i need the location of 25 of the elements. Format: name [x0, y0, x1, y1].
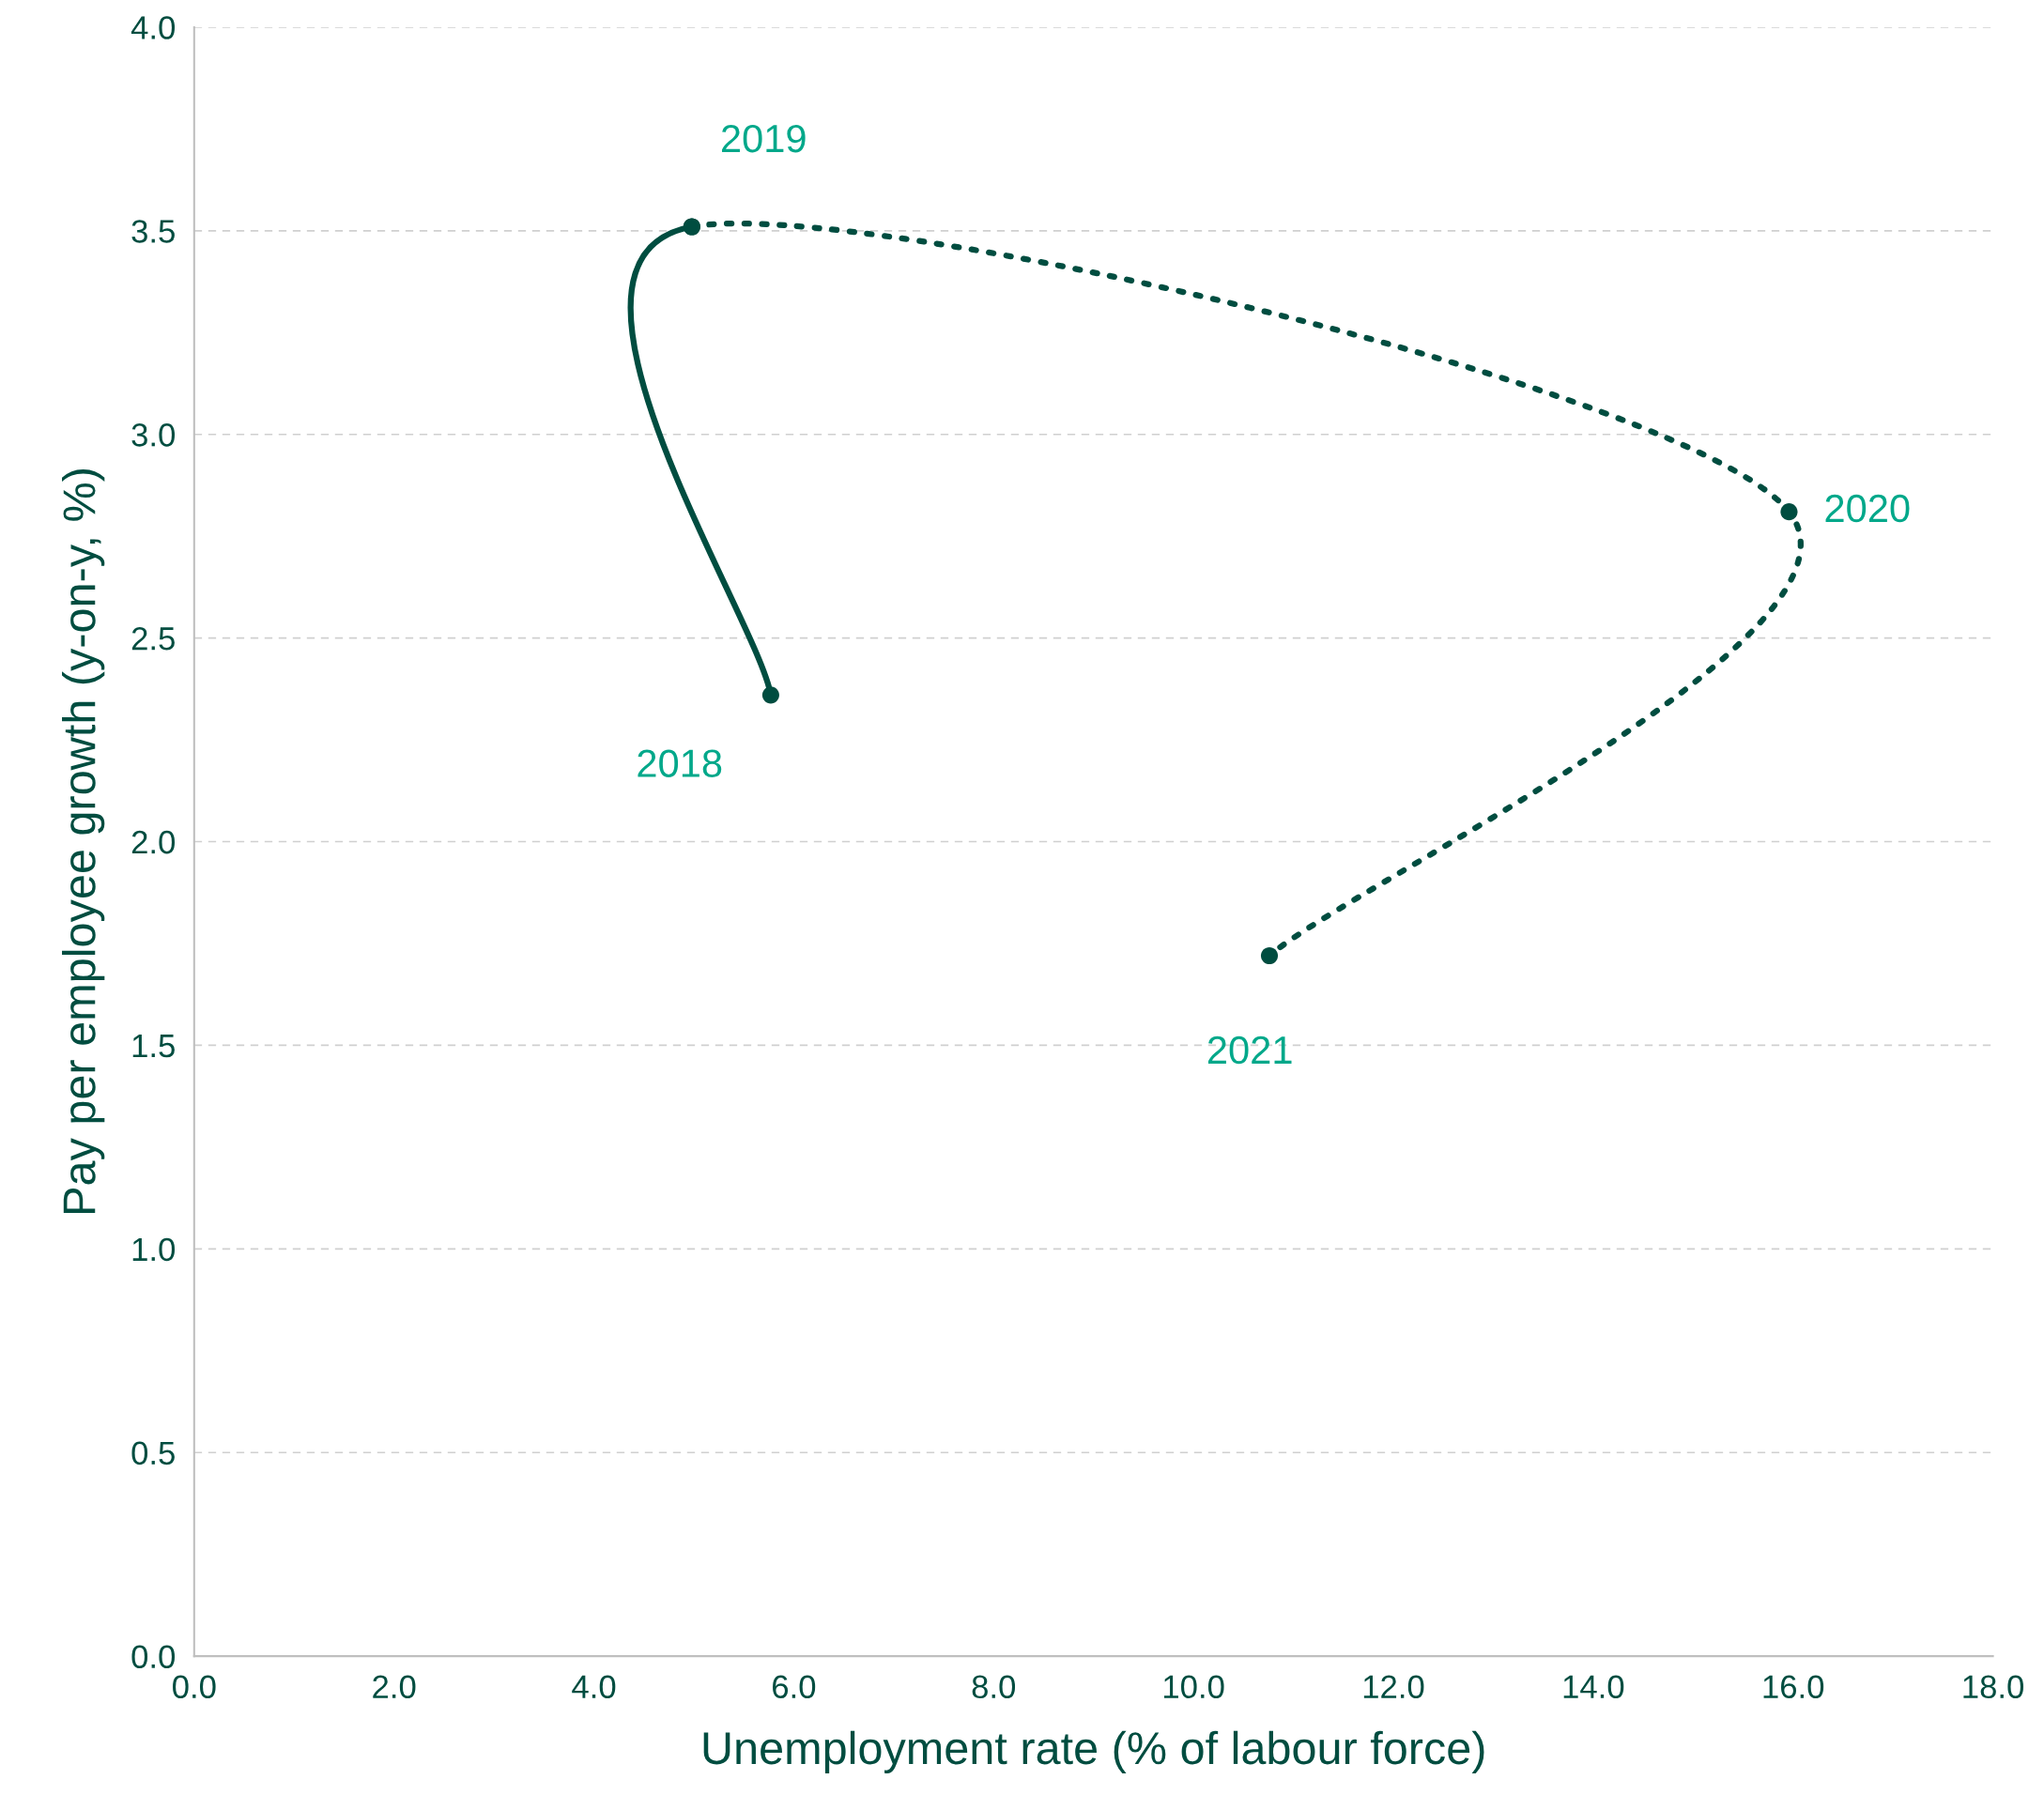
x-tick-label: 2.0 [373, 1675, 416, 1699]
y-tick-label: 3.0 [131, 423, 176, 447]
x-tick-label: 12.0 [1363, 1675, 1424, 1699]
y-tick-label: 0.0 [131, 1645, 176, 1669]
y-axis-title: Pay per employee growth (y-on-y, %) [62, 469, 105, 1213]
y-tick-label: 1.0 [132, 1237, 176, 1262]
x-axis-title: Unemployment rate (% of labour force) [703, 1730, 1484, 1774]
x-tick-label: 4.0 [572, 1675, 616, 1699]
y-tick-label: 3.5 [131, 220, 175, 243]
y-tick-label: 1.5 [132, 1035, 175, 1058]
x-tick-label: 8.0 [972, 1675, 1016, 1699]
y-tick-label: 2.5 [131, 626, 175, 651]
y-tick-label: 4.0 [131, 16, 176, 39]
x-tick-label: 10.0 [1163, 1675, 1224, 1699]
annotation: 2020 [1825, 494, 1910, 523]
annotation: 2021 [1207, 1035, 1292, 1065]
x-tick-label: 18.0 [1963, 1675, 2024, 1699]
x-tick-label: 16.0 [1763, 1675, 1824, 1699]
y-tick-label: 2.0 [131, 830, 176, 854]
annotation: 2018 [638, 749, 722, 777]
x-tick-label: 6.0 [773, 1675, 816, 1699]
x-tick-label: 14.0 [1563, 1675, 1624, 1699]
y-tick-label: 0.5 [131, 1441, 175, 1465]
x-tick-label: 0.0 [173, 1675, 216, 1699]
annotation: 2019 [721, 124, 806, 153]
